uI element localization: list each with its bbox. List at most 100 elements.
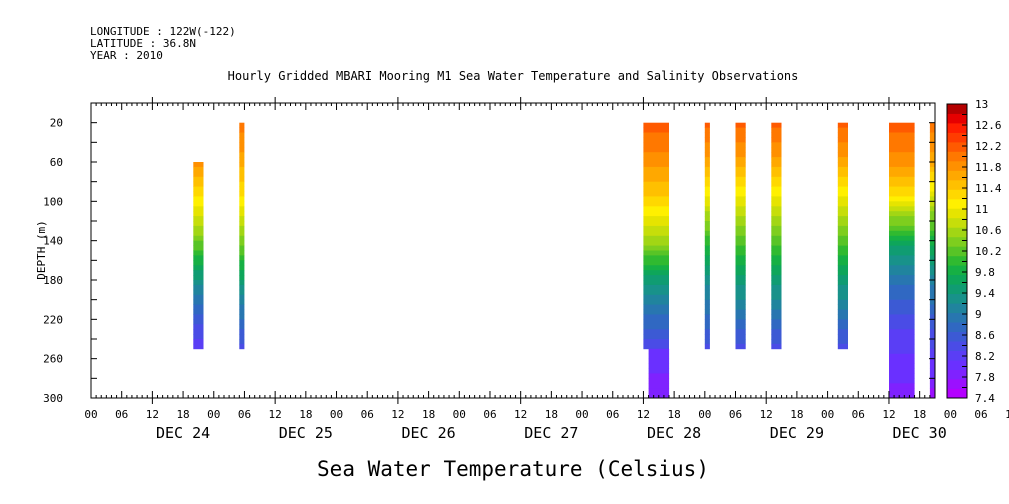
heatmap-cell	[735, 334, 746, 340]
data-column	[837, 122, 848, 350]
plot-area	[193, 122, 935, 399]
heatmap-cell	[239, 299, 245, 305]
heatmap-cell	[648, 388, 670, 394]
x-hour-tick-label: 18	[545, 408, 558, 421]
heatmap-cell	[239, 196, 245, 202]
heatmap-cell	[704, 147, 710, 153]
heatmap-cell	[643, 280, 669, 286]
heatmap-cell	[735, 162, 746, 168]
heatmap-cell	[929, 250, 935, 256]
heatmap-cell	[239, 329, 245, 335]
heatmap-cell	[837, 309, 848, 315]
colorbar-tick-label: 9.4	[975, 287, 995, 300]
heatmap-cell	[929, 284, 935, 291]
colorbar-swatch	[947, 369, 967, 380]
colorbar-tick-label: 11.8	[975, 161, 1002, 174]
heatmap-cell	[771, 240, 782, 246]
colorbar-swatch	[947, 284, 967, 295]
heatmap-cell	[735, 216, 746, 222]
heatmap-cell	[889, 191, 915, 197]
heatmap-cell	[837, 289, 848, 296]
colorbar-swatch	[947, 379, 967, 389]
heatmap-cell	[889, 216, 915, 222]
heatmap-cell	[889, 265, 915, 271]
heatmap-cell	[929, 383, 935, 389]
heatmap-cell	[193, 284, 204, 291]
colorbar-swatch	[947, 265, 967, 276]
heatmap-cell	[735, 309, 746, 315]
heatmap-cell	[889, 329, 915, 335]
heatmap-cell	[889, 162, 915, 168]
heatmap-cell	[889, 147, 915, 153]
heatmap-cell	[643, 186, 669, 192]
heatmap-cell	[771, 343, 782, 350]
heatmap-cell	[239, 289, 245, 296]
heatmap-cell	[643, 171, 669, 178]
data-column	[704, 122, 710, 350]
heatmap-cell	[193, 216, 204, 222]
heatmap-cell	[837, 176, 848, 183]
heatmap-cell	[239, 181, 245, 187]
heatmap-cell	[889, 339, 915, 345]
heatmap-cell	[929, 235, 935, 242]
heatmap-cell	[889, 201, 915, 207]
heatmap-cell	[704, 137, 710, 143]
heatmap-cell	[929, 393, 935, 399]
heatmap-cell	[837, 186, 848, 192]
heatmap-cell	[837, 280, 848, 286]
heatmap-cell	[929, 275, 935, 281]
heatmap-cell	[643, 211, 669, 217]
heatmap-cell	[735, 147, 746, 153]
colorbar-swatch	[947, 198, 967, 209]
heatmap-cell	[889, 348, 915, 355]
heatmap-cell	[771, 137, 782, 143]
heatmap-cell	[193, 240, 204, 246]
heatmap-cell	[735, 191, 746, 197]
heatmap-cell	[929, 280, 935, 286]
heatmap-cell	[704, 265, 710, 271]
heatmap-cell	[643, 304, 669, 310]
heatmap-cell	[643, 329, 669, 335]
heatmap-cell	[239, 201, 245, 207]
heatmap-cell	[239, 304, 245, 310]
heatmap-cell	[929, 171, 935, 178]
colorbar-tick-label: 8.6	[975, 329, 995, 342]
heatmap-cell	[239, 309, 245, 315]
x-hour-tick-label: 06	[852, 408, 865, 421]
heatmap-cell	[239, 162, 245, 168]
heatmap-cell	[239, 230, 245, 237]
heatmap-cell	[889, 245, 915, 251]
heatmap-cell	[643, 255, 669, 261]
heatmap-cell	[704, 186, 710, 192]
heatmap-cell	[735, 265, 746, 271]
data-column	[735, 122, 746, 350]
heatmap-cell	[735, 166, 746, 173]
heatmap-cell	[643, 181, 669, 187]
colorbar-swatch	[947, 350, 967, 361]
heatmap-cell	[771, 211, 782, 217]
data-column	[239, 122, 245, 350]
heatmap-cell	[889, 260, 915, 266]
heatmap-cell	[929, 216, 935, 222]
heatmap-cell	[704, 221, 710, 227]
colorbar-swatch	[947, 341, 967, 351]
x-hour-tick-label: 06	[361, 408, 374, 421]
heatmap-cell	[837, 334, 848, 340]
heatmap-cell	[239, 324, 245, 330]
heatmap-cell	[837, 181, 848, 187]
heatmap-cell	[929, 211, 935, 217]
heatmap-cell	[704, 240, 710, 246]
heatmap-cell	[771, 191, 782, 197]
heatmap-cell	[771, 294, 782, 301]
heatmap-cell	[735, 176, 746, 183]
y-tick-label: 100	[43, 195, 63, 208]
x-hour-tick-label: 06	[115, 408, 128, 421]
heatmap-cell	[193, 235, 204, 242]
heatmap-cell	[704, 324, 710, 330]
heatmap-cell	[889, 284, 915, 291]
heatmap-cell	[889, 186, 915, 192]
heatmap-cell	[929, 388, 935, 394]
heatmap-cell	[889, 393, 915, 399]
heatmap-cell	[193, 304, 204, 310]
heatmap-cell	[889, 250, 915, 256]
